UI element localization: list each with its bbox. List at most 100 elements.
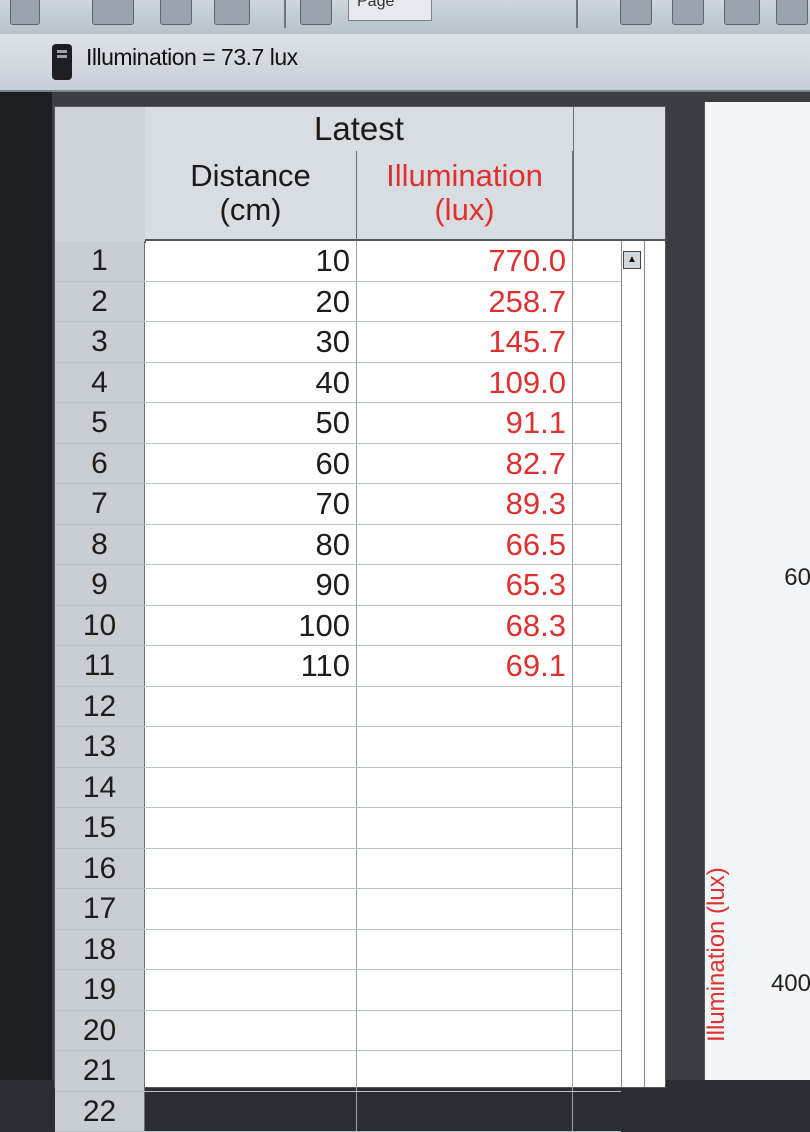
illumination-cell[interactable] <box>357 1051 573 1091</box>
illumination-cell[interactable] <box>357 1011 573 1051</box>
distance-cell[interactable]: 70 <box>145 484 357 524</box>
distance-cell[interactable] <box>145 970 357 1010</box>
table-row[interactable]: 21 <box>55 1051 621 1092</box>
table-row[interactable]: 15 <box>55 808 621 849</box>
table-row[interactable]: 19 <box>55 970 621 1011</box>
empty-cell[interactable] <box>573 363 621 403</box>
distance-cell[interactable]: 110 <box>145 646 357 686</box>
column-header-empty[interactable] <box>573 107 665 241</box>
distance-cell[interactable]: 80 <box>145 525 357 565</box>
toolbar-button[interactable] <box>724 0 760 25</box>
toolbar-button[interactable] <box>620 0 652 25</box>
table-row[interactable]: 16 <box>55 849 621 890</box>
empty-cell[interactable] <box>573 606 621 646</box>
page-selector[interactable]: Page <box>348 0 432 21</box>
empty-cell[interactable] <box>573 930 621 970</box>
print-button[interactable] <box>214 0 250 25</box>
scroll-up-arrow-icon[interactable]: ▲ <box>623 251 641 269</box>
table-row[interactable]: 13 <box>55 727 621 768</box>
illumination-cell[interactable] <box>357 687 573 727</box>
empty-cell[interactable] <box>573 768 621 808</box>
new-file-button[interactable] <box>10 0 40 25</box>
empty-cell[interactable] <box>573 525 621 565</box>
illumination-cell[interactable]: 91.1 <box>357 403 573 443</box>
illumination-cell[interactable]: 68.3 <box>357 606 573 646</box>
empty-cell[interactable] <box>573 889 621 929</box>
distance-cell[interactable] <box>145 1011 357 1051</box>
illumination-cell[interactable]: 145.7 <box>357 322 573 362</box>
table-row[interactable]: 20 <box>55 1011 621 1052</box>
save-button[interactable] <box>160 0 192 25</box>
empty-cell[interactable] <box>573 849 621 889</box>
column-header-distance[interactable]: Distance (cm) <box>145 151 357 241</box>
empty-cell[interactable] <box>573 241 621 281</box>
illumination-cell[interactable] <box>357 808 573 848</box>
distance-cell[interactable] <box>145 930 357 970</box>
distance-cell[interactable] <box>145 768 357 808</box>
empty-cell[interactable] <box>573 1051 621 1091</box>
empty-cell[interactable] <box>573 808 621 848</box>
distance-cell[interactable] <box>145 889 357 929</box>
illumination-cell[interactable] <box>357 970 573 1010</box>
toolbar-button[interactable] <box>672 0 704 25</box>
distance-cell[interactable] <box>145 849 357 889</box>
illumination-cell[interactable] <box>357 1092 573 1132</box>
empty-cell[interactable] <box>573 970 621 1010</box>
empty-cell[interactable] <box>573 646 621 686</box>
empty-cell[interactable] <box>573 282 621 322</box>
empty-cell[interactable] <box>573 565 621 605</box>
distance-cell[interactable] <box>145 1051 357 1091</box>
table-row[interactable]: 17 <box>55 889 621 930</box>
distance-cell[interactable] <box>145 808 357 848</box>
empty-cell[interactable] <box>573 1011 621 1051</box>
distance-cell[interactable]: 40 <box>145 363 357 403</box>
distance-cell[interactable]: 20 <box>145 282 357 322</box>
illumination-cell[interactable] <box>357 849 573 889</box>
toolbar-button[interactable] <box>776 0 808 25</box>
graph-panel[interactable]: 60 400 Illumination (lux) <box>704 102 810 1080</box>
empty-cell[interactable] <box>573 484 621 524</box>
illumination-cell[interactable]: 258.7 <box>357 282 573 322</box>
empty-cell[interactable] <box>573 727 621 767</box>
dataset-header[interactable]: Latest <box>145 107 573 152</box>
distance-cell[interactable]: 30 <box>145 322 357 362</box>
page-tools-button[interactable] <box>300 0 332 25</box>
empty-cell[interactable] <box>573 444 621 484</box>
illumination-cell[interactable]: 82.7 <box>357 444 573 484</box>
table-row[interactable]: 14 <box>55 768 621 809</box>
illumination-cell[interactable] <box>357 889 573 929</box>
illumination-cell[interactable] <box>357 727 573 767</box>
distance-cell[interactable]: 90 <box>145 565 357 605</box>
empty-cell[interactable] <box>573 322 621 362</box>
table-row[interactable]: 18 <box>55 930 621 971</box>
distance-cell[interactable] <box>145 1092 357 1132</box>
empty-cell[interactable] <box>573 687 621 727</box>
illumination-cell[interactable]: 89.3 <box>357 484 573 524</box>
illumination-cell[interactable] <box>357 930 573 970</box>
empty-cell[interactable] <box>573 1092 621 1132</box>
distance-cell[interactable]: 100 <box>145 606 357 646</box>
illumination-cell[interactable] <box>357 768 573 808</box>
distance-cell[interactable]: 10 <box>145 241 357 281</box>
empty-cell[interactable] <box>573 403 621 443</box>
distance-cell[interactable]: 50 <box>145 403 357 443</box>
illumination-cell[interactable]: 69.1 <box>357 646 573 686</box>
illumination-cell[interactable]: 66.5 <box>357 525 573 565</box>
distance-cell[interactable]: 60 <box>145 444 357 484</box>
distance-cell[interactable] <box>145 727 357 767</box>
illumination-cell[interactable]: 109.0 <box>357 363 573 403</box>
table-row[interactable]: 12 <box>55 687 621 728</box>
column-header-illumination[interactable]: Illumination (lux) <box>357 151 573 241</box>
vertical-scrollbar[interactable]: ▲ <box>621 241 645 1087</box>
